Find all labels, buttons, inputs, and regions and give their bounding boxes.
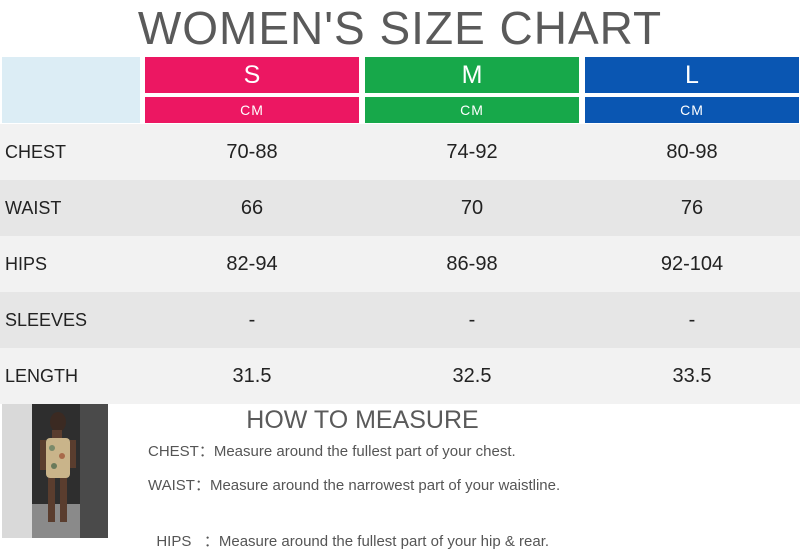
cell-m: - — [468, 309, 476, 331]
size-chart-title: WOMEN'S SIZE CHART — [137, 2, 663, 54]
cell-l: 33.5 — [672, 365, 712, 387]
size-header-m: M — [365, 57, 579, 93]
cell-l: 92-104 — [660, 253, 724, 275]
cell-s: 82-94 — [226, 253, 278, 275]
row-label: SLEEVES — [5, 310, 88, 330]
tip-text: Measure around the narrowest part of you… — [209, 477, 561, 494]
row-label: LENGTH — [5, 366, 79, 386]
table-row-sleeves: SLEEVES - - - — [0, 292, 800, 348]
unit-header-s: CM — [145, 97, 359, 123]
size-header-l: L — [585, 57, 799, 93]
row-label: HIPS — [5, 254, 48, 274]
cell-s: 66 — [240, 197, 264, 219]
measure-tip-chest: CHEST：Measure around the fullest part of… — [148, 441, 516, 463]
cell-l: 80-98 — [666, 141, 718, 163]
cell-s: 70-88 — [226, 141, 278, 163]
cell-m: 86-98 — [446, 253, 498, 275]
tip-key: CHEST： — [148, 443, 214, 460]
cell-s: - — [248, 309, 256, 331]
measure-tip-hips: HIPS ：Measure around the fullest part of… — [148, 509, 549, 550]
table-row-length: LENGTH 31.5 32.5 33.5 — [0, 348, 800, 404]
cell-m: 32.5 — [452, 365, 492, 387]
tip-key: HIPS ： — [156, 533, 219, 550]
tip-key: WAIST： — [148, 477, 210, 494]
measure-tip-waist: WAIST：Measure around the narrowest part … — [148, 475, 560, 497]
tip-text: Measure around the fullest part of your … — [213, 443, 516, 460]
cell-l: 76 — [680, 197, 704, 219]
row-label: WAIST — [5, 198, 62, 218]
header-corner — [2, 57, 140, 123]
cell-m: 74-92 — [446, 141, 498, 163]
cell-m: 70 — [460, 197, 484, 219]
unit-header-m: CM — [365, 97, 579, 123]
table-row-waist: WAIST 66 70 76 — [0, 180, 800, 236]
how-to-measure-title: HOW TO MEASURE — [246, 406, 479, 434]
model-photo-icon — [2, 404, 108, 538]
row-label: CHEST — [5, 142, 67, 162]
model-photo — [2, 404, 108, 538]
table-row-chest: CHEST 70-88 74-92 80-98 — [0, 124, 800, 180]
size-header-s: S — [145, 57, 359, 93]
unit-header-l: CM — [585, 97, 799, 123]
cell-s: 31.5 — [232, 365, 272, 387]
table-row-hips: HIPS 82-94 86-98 92-104 — [0, 236, 800, 292]
cell-l: - — [688, 309, 696, 331]
tip-text: Measure around the fullest part of your … — [218, 533, 550, 550]
